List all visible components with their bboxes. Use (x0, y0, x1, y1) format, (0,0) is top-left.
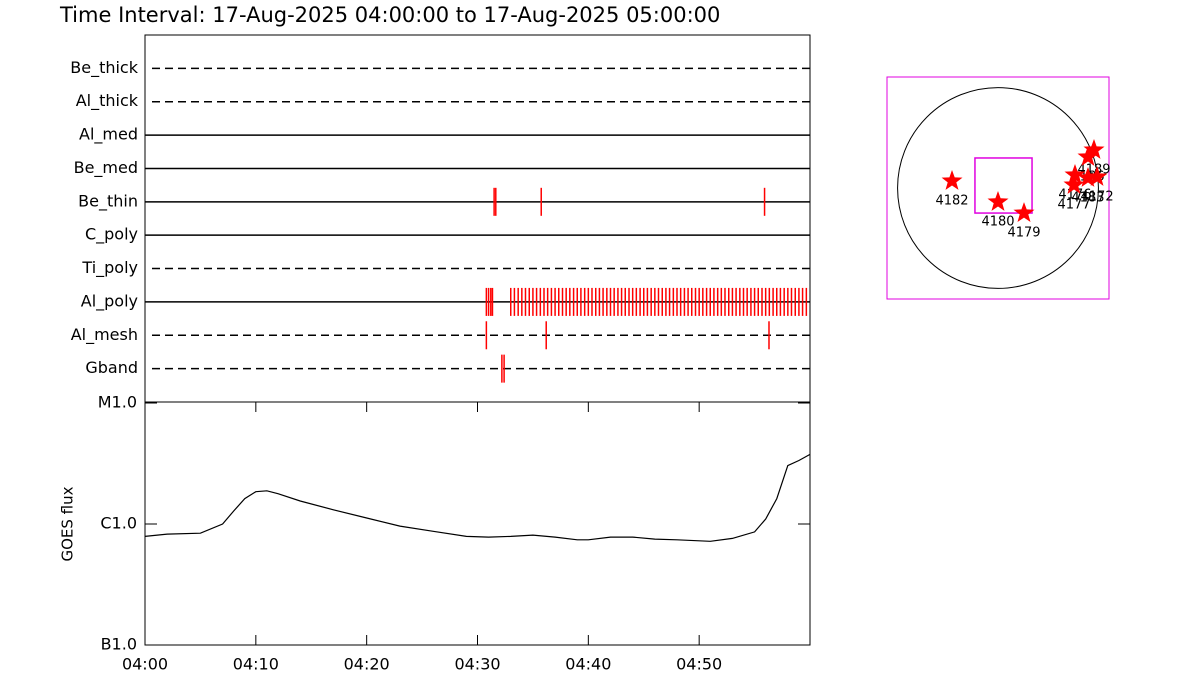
row-label: Be_med (74, 158, 138, 178)
active-region-label: 4172 (1081, 190, 1114, 205)
row-label: Al_mesh (71, 325, 138, 345)
y-tick-label: C1.0 (100, 514, 137, 533)
row-label: Ti_poly (81, 258, 138, 278)
row-label: Be_thick (70, 58, 138, 78)
y-tick-label: M1.0 (98, 393, 137, 412)
active-region-star (941, 170, 963, 190)
fov-box (974, 157, 1033, 214)
x-tick-label: 04:10 (233, 655, 279, 674)
active-region-label: 4183 (1071, 190, 1104, 205)
row-label: C_poly (85, 225, 138, 245)
active-region-star (1086, 166, 1108, 186)
y-tick-label: B1.0 (101, 635, 137, 654)
active-region-star (1083, 139, 1105, 159)
x-tick-label: 04:50 (676, 655, 722, 674)
active-region-label: 4182 (935, 194, 968, 209)
row-label: Al_med (79, 125, 138, 145)
y-axis-title: GOES flux (59, 486, 77, 561)
active-region-star (1064, 164, 1086, 184)
map-frame (886, 76, 1110, 300)
row-label: Al_thick (76, 91, 139, 111)
active-region-label: 4180 (981, 214, 1014, 229)
active-region-star (1077, 146, 1099, 166)
row-label: Al_poly (81, 291, 138, 311)
row-label: Be_thin (78, 191, 138, 211)
row-label: Gband (85, 358, 138, 377)
x-tick-label: 04:40 (565, 655, 611, 674)
active-region-label: 4176 (1058, 187, 1091, 202)
chart-title: Time Interval: 17-Aug-2025 04:00:00 to 1… (59, 3, 720, 27)
active-region-star (1077, 167, 1099, 187)
active-region-label: 4177 (1057, 198, 1090, 213)
solar-limb (897, 87, 1099, 289)
x-tick-label: 04:00 (122, 655, 168, 674)
active-region-star (987, 191, 1009, 211)
active-region-star (1063, 174, 1085, 194)
flux-line (144, 453, 811, 542)
active-region-label: 4179 (1007, 226, 1040, 241)
x-tick-label: 04:20 (344, 655, 390, 674)
x-tick-label: 04:30 (454, 655, 500, 674)
active-region-star (1013, 202, 1035, 222)
